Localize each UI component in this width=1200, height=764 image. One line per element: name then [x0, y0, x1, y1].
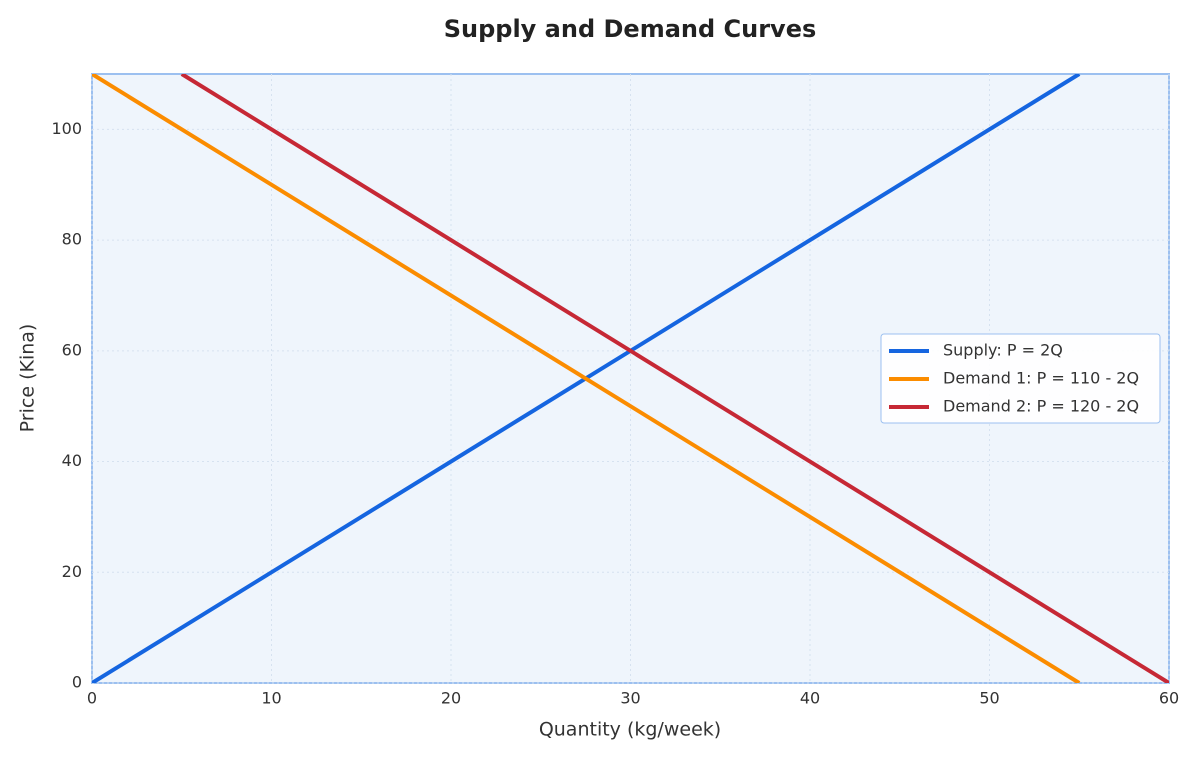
- x-tick-label: 30: [620, 689, 640, 708]
- line: [180, 74, 1169, 683]
- x-tick-label: 10: [261, 689, 281, 708]
- y-tick-label: 0: [72, 673, 82, 692]
- line: [92, 74, 1081, 683]
- x-tick-label: 40: [800, 689, 820, 708]
- y-tick-label: 80: [62, 230, 82, 249]
- chart-title: Supply and Demand Curves: [444, 15, 817, 43]
- legend-label: Demand 2: P = 120 - 2Q: [943, 397, 1139, 416]
- x-tick-label: 60: [1159, 689, 1179, 708]
- legend-box: [880, 333, 1161, 424]
- x-axis-label: Quantity (kg/week): [539, 719, 721, 741]
- legend-label: Supply: P = 2Q: [943, 341, 1063, 360]
- y-axis-label: Price (Kina): [17, 324, 39, 433]
- x-tick-label: 50: [979, 689, 999, 708]
- x-tick-label: 0: [87, 689, 97, 708]
- y-tick-label: 60: [62, 340, 82, 359]
- y-tick-label: 40: [62, 451, 82, 470]
- y-tick-label: 20: [62, 562, 82, 581]
- legend-label: Demand 1: P = 110 - 2Q: [943, 369, 1139, 388]
- y-tick-label: 100: [51, 119, 82, 138]
- x-tick-label: 20: [441, 689, 461, 708]
